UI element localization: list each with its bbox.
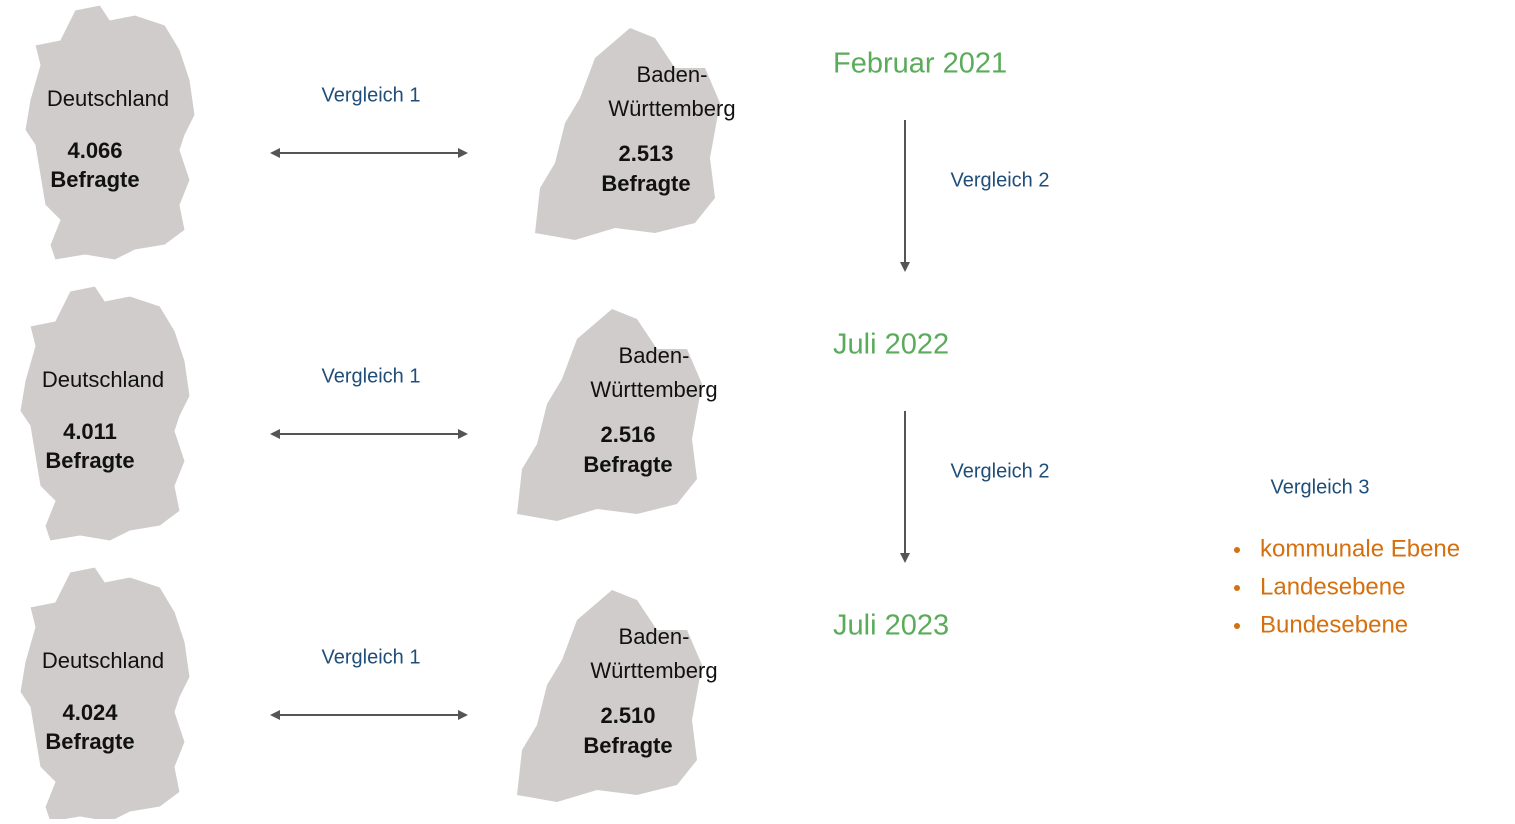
transition-label: Vergleich 2 [951,169,1050,191]
state-label: Württemberg [608,96,735,121]
comparison-label: Vergleich 1 [322,646,421,668]
country-count: 4.066 [67,138,122,163]
bullet [1234,585,1240,591]
state-unit: Befragte [601,171,690,196]
transition-label: Vergleich 2 [951,460,1050,482]
state-label: Baden- [637,62,708,87]
comparison-label: Vergleich 1 [322,365,421,387]
state-count: 2.516 [600,422,655,447]
state-label: Baden- [619,343,690,368]
date-label: Juli 2022 [833,329,949,361]
state-unit: Befragte [583,452,672,477]
country-unit: Befragte [45,448,134,473]
state-unit: Befragte [583,733,672,758]
state-label: Württemberg [590,377,717,402]
vergleich3-label: Vergleich 3 [1271,476,1370,498]
state-count: 2.510 [600,703,655,728]
state-label: Württemberg [590,658,717,683]
comparison-label: Vergleich 1 [322,84,421,106]
country-label: Deutschland [42,648,164,673]
state-map [517,309,702,521]
germany-map [19,566,191,823]
state-count: 2.513 [618,141,673,166]
bullet [1234,547,1240,553]
country-label: Deutschland [42,367,164,392]
country-count: 4.011 [63,419,117,444]
level-item: kommunale Ebene [1260,535,1460,562]
date-label: Februar 2021 [833,48,1007,80]
germany-map [24,4,196,261]
date-label: Juli 2023 [833,610,949,642]
country-unit: Befragte [50,167,139,192]
country-count: 4.024 [62,700,118,725]
state-map [517,590,702,802]
state-label: Baden- [619,624,690,649]
level-item: Landesebene [1260,573,1405,600]
country-unit: Befragte [45,729,134,754]
germany-map [19,285,191,542]
level-item: Bundesebene [1260,611,1408,638]
state-map [535,28,720,240]
bullet [1234,623,1240,629]
country-label: Deutschland [47,86,169,111]
